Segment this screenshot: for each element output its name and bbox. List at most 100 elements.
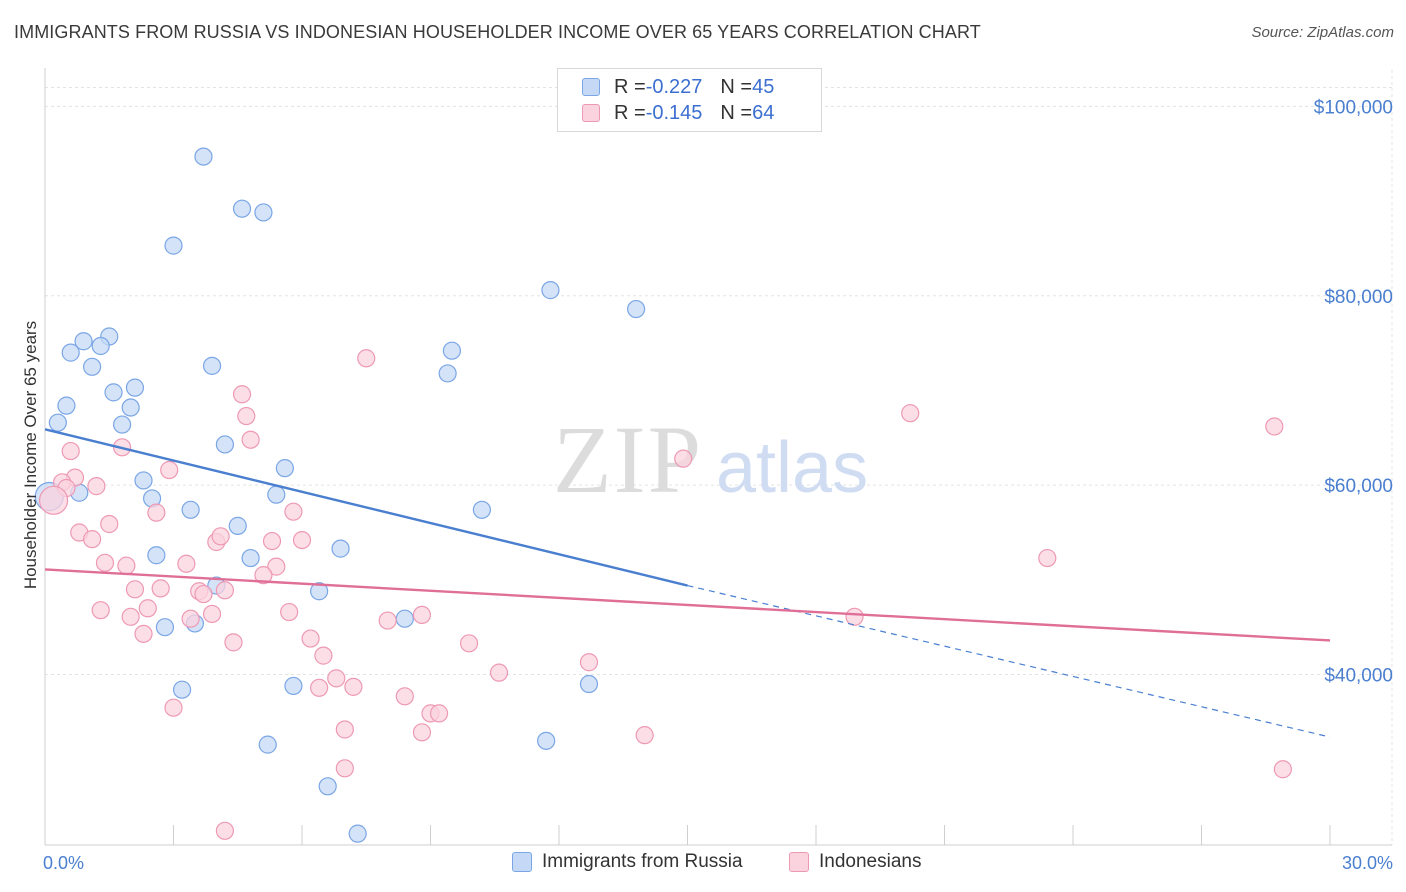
point-russia	[215, 435, 234, 454]
point-indonesians	[177, 554, 196, 573]
y-tick-label: $40,000	[1324, 666, 1393, 687]
y-tick-label: $100,000	[1314, 97, 1393, 118]
point-indonesians	[635, 726, 654, 745]
chart-title: IMMIGRANTS FROM RUSSIA VS INDONESIAN HOU…	[14, 22, 981, 42]
point-indonesians	[335, 759, 354, 778]
point-indonesians	[38, 485, 69, 515]
point-indonesians	[674, 449, 693, 468]
point-indonesians	[134, 624, 153, 643]
point-russia	[228, 516, 247, 535]
point-indonesians	[91, 601, 110, 620]
point-indonesians	[151, 579, 170, 598]
point-indonesians	[215, 581, 234, 600]
point-indonesians	[901, 404, 920, 423]
point-indonesians	[459, 634, 479, 653]
legend-label-russia: Immigrants from Russia	[542, 851, 743, 872]
point-indonesians	[344, 677, 363, 696]
point-russia	[181, 500, 200, 519]
legend-n-value: 64	[752, 101, 775, 124]
point-russia	[194, 147, 213, 166]
point-russia	[125, 378, 145, 397]
legend-swatch-indonesians	[582, 104, 600, 122]
point-indonesians	[412, 605, 432, 625]
point-russia	[112, 415, 132, 434]
legend-swatch-russia	[582, 78, 600, 96]
point-russia	[284, 676, 303, 696]
point-indonesians	[211, 527, 230, 546]
point-russia	[537, 731, 556, 750]
y-tick-label: $80,000	[1324, 287, 1393, 308]
point-russia	[442, 341, 462, 360]
point-indonesians	[301, 629, 320, 648]
point-indonesians	[87, 477, 106, 496]
point-russia	[472, 500, 491, 519]
point-indonesians	[215, 821, 234, 840]
point-indonesians	[489, 663, 509, 682]
point-indonesians	[395, 687, 414, 706]
point-russia	[61, 343, 80, 362]
watermark-atlas: atlas	[716, 428, 868, 508]
point-indonesians	[262, 531, 282, 551]
point-indonesians	[327, 669, 346, 688]
point-indonesians	[267, 557, 286, 576]
legend-swatch-indonesians	[789, 852, 809, 872]
point-russia	[83, 357, 102, 376]
trend-line-indonesians	[44, 568, 1331, 642]
point-russia	[348, 824, 367, 843]
legend-row-russia: R = -0.227 N = 45	[582, 74, 774, 100]
legend-n-label: N =	[720, 75, 753, 98]
point-indonesians	[121, 607, 140, 626]
point-indonesians	[280, 602, 299, 622]
point-indonesians	[232, 385, 252, 404]
axes	[44, 68, 1392, 846]
point-russia	[147, 546, 166, 565]
point-indonesians	[95, 553, 115, 572]
point-indonesians	[1273, 760, 1292, 779]
trend-lines	[44, 428, 1331, 738]
legend-r-label: R =	[614, 101, 646, 124]
legend-r-value: -0.227	[645, 75, 703, 98]
trend-line-russia-projection	[687, 584, 1331, 738]
point-indonesians	[284, 502, 303, 521]
point-russia	[104, 383, 123, 402]
y-tick-label: $60,000	[1324, 476, 1393, 497]
point-russia	[121, 398, 140, 417]
point-indonesians	[160, 460, 179, 480]
source-label: Source: ZipAtlas.com	[1251, 24, 1394, 41]
point-russia	[275, 459, 294, 478]
point-indonesians	[117, 556, 136, 575]
point-indonesians	[579, 653, 599, 672]
legend-n-value: 45	[752, 75, 775, 98]
point-indonesians	[357, 349, 376, 368]
point-russia	[626, 299, 646, 319]
point-russia	[310, 582, 329, 601]
legend-swatch-russia	[512, 852, 532, 872]
point-indonesians	[83, 530, 102, 549]
point-indonesians	[138, 599, 157, 618]
legend-item-russia[interactable]: Immigrants from Russia	[512, 851, 743, 873]
point-indonesians	[845, 607, 864, 626]
point-indonesians	[254, 566, 273, 585]
point-indonesians	[310, 678, 329, 697]
legend-item-indonesians[interactable]: Indonesians	[789, 851, 921, 873]
point-russia	[541, 281, 560, 300]
point-russia	[258, 735, 277, 754]
legend-r-label: R =	[614, 75, 646, 98]
point-russia	[232, 199, 252, 218]
point-indonesians	[181, 609, 200, 628]
point-indonesians	[335, 720, 354, 739]
point-indonesians	[61, 441, 80, 461]
legend-label-indonesians: Indonesians	[819, 851, 922, 872]
series-legend: Immigrants from Russia Indonesians	[0, 851, 1406, 879]
point-indonesians	[429, 704, 449, 723]
point-indonesians	[125, 580, 145, 599]
trend-line-russia	[44, 428, 688, 587]
x-tick-label: 30.0%	[1342, 853, 1393, 873]
point-russia	[134, 471, 153, 490]
point-russia	[91, 336, 110, 356]
point-russia	[74, 332, 93, 351]
point-indonesians	[314, 646, 333, 665]
point-russia	[172, 680, 192, 699]
point-russia	[438, 364, 457, 383]
